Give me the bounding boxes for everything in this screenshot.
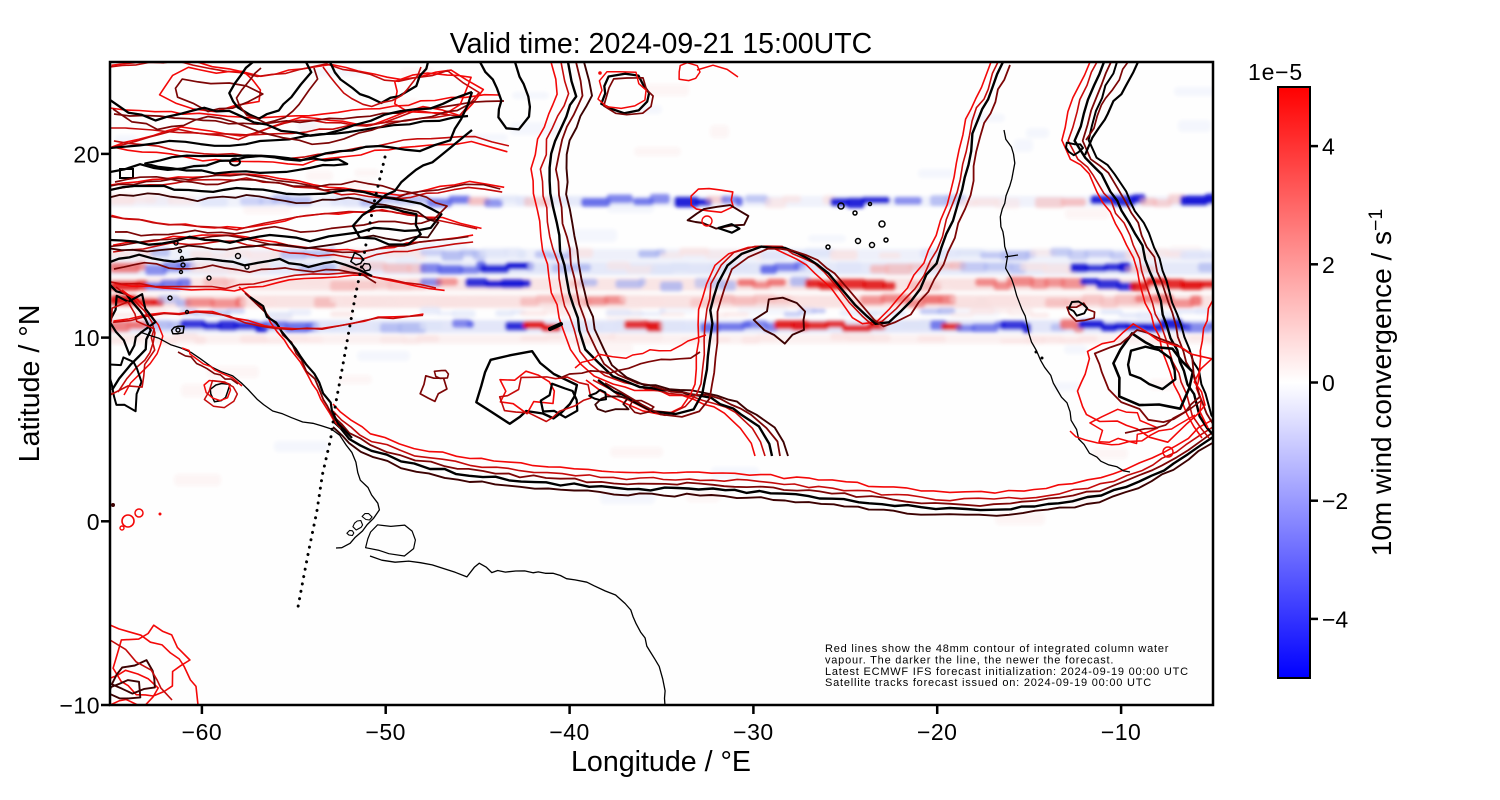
svg-text:−60: −60 <box>182 719 223 745</box>
svg-text:−50: −50 <box>365 719 406 745</box>
svg-text:vapour. The darker the line, t: vapour. The darker the line, the newer t… <box>825 654 1114 666</box>
svg-text:0: 0 <box>87 509 100 535</box>
svg-text:−40: −40 <box>549 719 590 745</box>
svg-text:−10: −10 <box>1101 719 1142 745</box>
svg-text:−4: −4 <box>1322 606 1348 632</box>
svg-text:−30: −30 <box>733 719 774 745</box>
svg-text:0: 0 <box>1322 370 1335 396</box>
svg-text:4: 4 <box>1322 134 1335 160</box>
svg-text:Longitude / °E: Longitude / °E <box>571 746 751 778</box>
svg-text:−2: −2 <box>1322 488 1348 514</box>
svg-text:Latest ECMWF IFS forecast init: Latest ECMWF IFS forecast initialization… <box>825 666 1189 678</box>
svg-text:10m wind convergence / s−1: 10m wind convergence / s−1 <box>1365 209 1397 557</box>
svg-text:Satellite tracks forecast issu: Satellite tracks forecast issued on: 202… <box>825 677 1152 689</box>
svg-text:Latitude / °N: Latitude / °N <box>14 305 46 463</box>
svg-text:Red lines show the 48mm contou: Red lines show the 48mm contour of integ… <box>825 643 1169 655</box>
svg-text:10: 10 <box>73 325 100 351</box>
svg-text:−10: −10 <box>59 693 100 719</box>
svg-text:2: 2 <box>1322 252 1335 278</box>
svg-text:−20: −20 <box>917 719 958 745</box>
svg-text:1e−5: 1e−5 <box>1248 59 1303 85</box>
svg-text:Valid time: 2024-09-21 15:00UT: Valid time: 2024-09-21 15:00UTC <box>450 28 872 60</box>
svg-text:20: 20 <box>73 141 100 167</box>
